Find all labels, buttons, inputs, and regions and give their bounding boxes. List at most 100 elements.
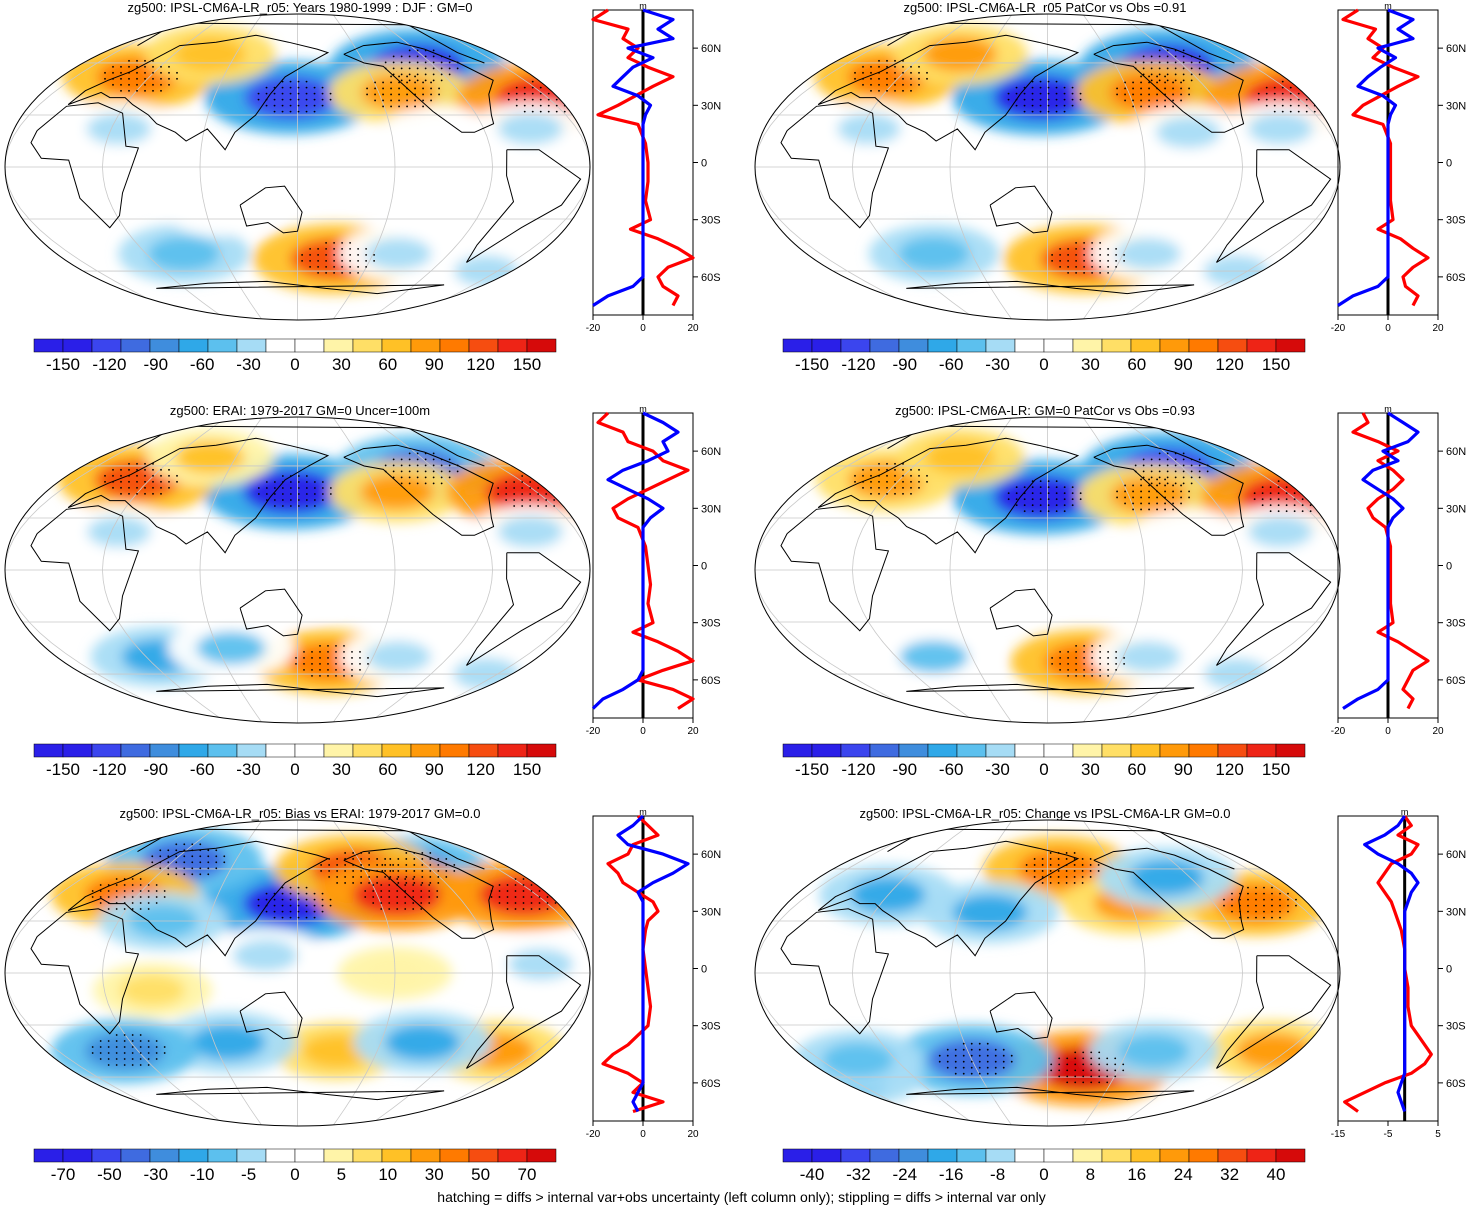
stipple-dot <box>1099 645 1102 647</box>
stipple-dot <box>257 898 260 901</box>
anomaly-core-15 <box>507 948 574 981</box>
graticule <box>5 820 590 1126</box>
stipple-dot <box>1150 482 1153 485</box>
colorbar-bin <box>1159 1148 1190 1163</box>
stipple-dot <box>1074 1063 1077 1066</box>
stipple-dot <box>437 864 440 866</box>
stipple-dot <box>1023 86 1026 89</box>
colorbar-bin <box>869 743 900 758</box>
stipple-dot <box>954 1048 957 1051</box>
stipple-dot <box>1285 486 1288 489</box>
stipple-dot <box>107 1064 110 1066</box>
stipple-dot <box>1180 484 1182 487</box>
stipple-dot <box>1073 864 1076 866</box>
stipple-dot <box>1329 92 1332 95</box>
stipple-dot <box>539 98 542 101</box>
coast-eurasia <box>817 840 1080 957</box>
stipple-dot <box>152 71 154 74</box>
stipple-dot <box>1198 55 1201 58</box>
stipple-dot <box>878 65 880 68</box>
stipple-dot <box>521 481 524 483</box>
stipple-dot <box>424 73 427 76</box>
stipple-dot <box>273 904 276 907</box>
profile-x-label: 20 <box>1432 726 1444 737</box>
stipple-dot <box>854 480 856 483</box>
stipple-dot <box>128 65 130 68</box>
profile-lat-label: 60S <box>1446 675 1466 687</box>
stipple-dot <box>1279 910 1281 913</box>
stipple-dot <box>152 474 154 477</box>
stipple-dot <box>357 254 360 256</box>
stipple-dot <box>561 499 564 501</box>
stipple-dot <box>152 77 154 80</box>
colorbar-label: -150 <box>46 355 80 374</box>
stipple-dot <box>522 878 525 880</box>
stipple-dot <box>398 75 400 78</box>
stipple-dot <box>1098 1075 1101 1078</box>
colorbar-bin <box>410 338 441 353</box>
stipple-dot <box>1098 1051 1101 1054</box>
stipple-dot <box>962 1066 965 1069</box>
stipple-dot <box>1265 104 1268 107</box>
stipple-dot <box>1148 502 1150 505</box>
stipple-dot <box>139 896 142 898</box>
stipple-dot <box>428 890 431 892</box>
stipple-dot <box>392 464 395 467</box>
stipple-dot <box>531 98 534 101</box>
stipple-dot <box>406 87 408 90</box>
stipple-dot <box>1083 663 1086 665</box>
colorbar-label: -120 <box>841 760 875 779</box>
panel-title-1: zg500: IPSL-CM6A-LR_r05: Years 1980-1999… <box>127 0 473 15</box>
stipple-dot <box>1063 110 1066 113</box>
stipple-dot <box>1172 508 1174 511</box>
anomaly-core-10 <box>190 1024 266 1061</box>
stipple-dot <box>289 886 292 889</box>
colorbar-1: -150 -120 -90 -60 -30 0 30 60 90 120 150 <box>33 338 557 374</box>
stipple-dot <box>160 71 162 74</box>
coast-australia <box>239 588 303 637</box>
stipple-dot <box>506 890 509 892</box>
stipple-dot <box>163 1052 166 1054</box>
stipple-dot <box>424 464 427 467</box>
stipple-dot <box>343 669 345 671</box>
stipple-dot <box>1255 892 1257 895</box>
colorbar-bin <box>323 338 354 353</box>
stipple-dot <box>1132 490 1134 493</box>
stipple-dot <box>1106 1075 1109 1078</box>
stipple-dot <box>440 476 443 479</box>
stipple-dot <box>1114 1069 1117 1072</box>
stipple-dot <box>1065 858 1068 860</box>
stipple-dot <box>448 67 451 70</box>
anomaly-core-13 <box>250 580 313 612</box>
stipple-dot <box>360 870 363 872</box>
stipple-dot <box>531 104 534 107</box>
stipple-dot <box>335 651 337 653</box>
stipple-dot <box>514 896 517 898</box>
coast-north-america <box>1093 444 1245 536</box>
colorbar-bin <box>927 1148 958 1163</box>
stipple-dot <box>390 93 392 96</box>
stipple-dot <box>970 1060 973 1063</box>
anomaly-core-8 <box>196 631 266 665</box>
stipple-dot <box>309 248 312 250</box>
stipple-dot <box>1247 886 1249 889</box>
coast-antarctica <box>156 683 445 698</box>
colorbar-bin <box>149 338 180 353</box>
stipple-dot <box>1083 645 1086 647</box>
stipple-dot <box>870 71 872 74</box>
stipple-dot <box>579 98 582 101</box>
stipple-dot <box>1281 104 1284 107</box>
stipple-dot <box>136 71 138 74</box>
coast-antarctica <box>156 1086 445 1101</box>
stipple-dot <box>115 908 118 910</box>
stipple-dot <box>1039 98 1042 101</box>
stipple-dot <box>329 487 332 489</box>
stipple-dot <box>321 904 324 907</box>
stipple-dot <box>351 663 353 665</box>
stipple-dot <box>175 855 178 858</box>
stipple-dot <box>539 86 542 89</box>
stipple-dot <box>430 93 432 96</box>
meridian-120 <box>363 14 493 320</box>
stipple-dot <box>547 80 550 83</box>
stipple-dot <box>1140 93 1142 96</box>
